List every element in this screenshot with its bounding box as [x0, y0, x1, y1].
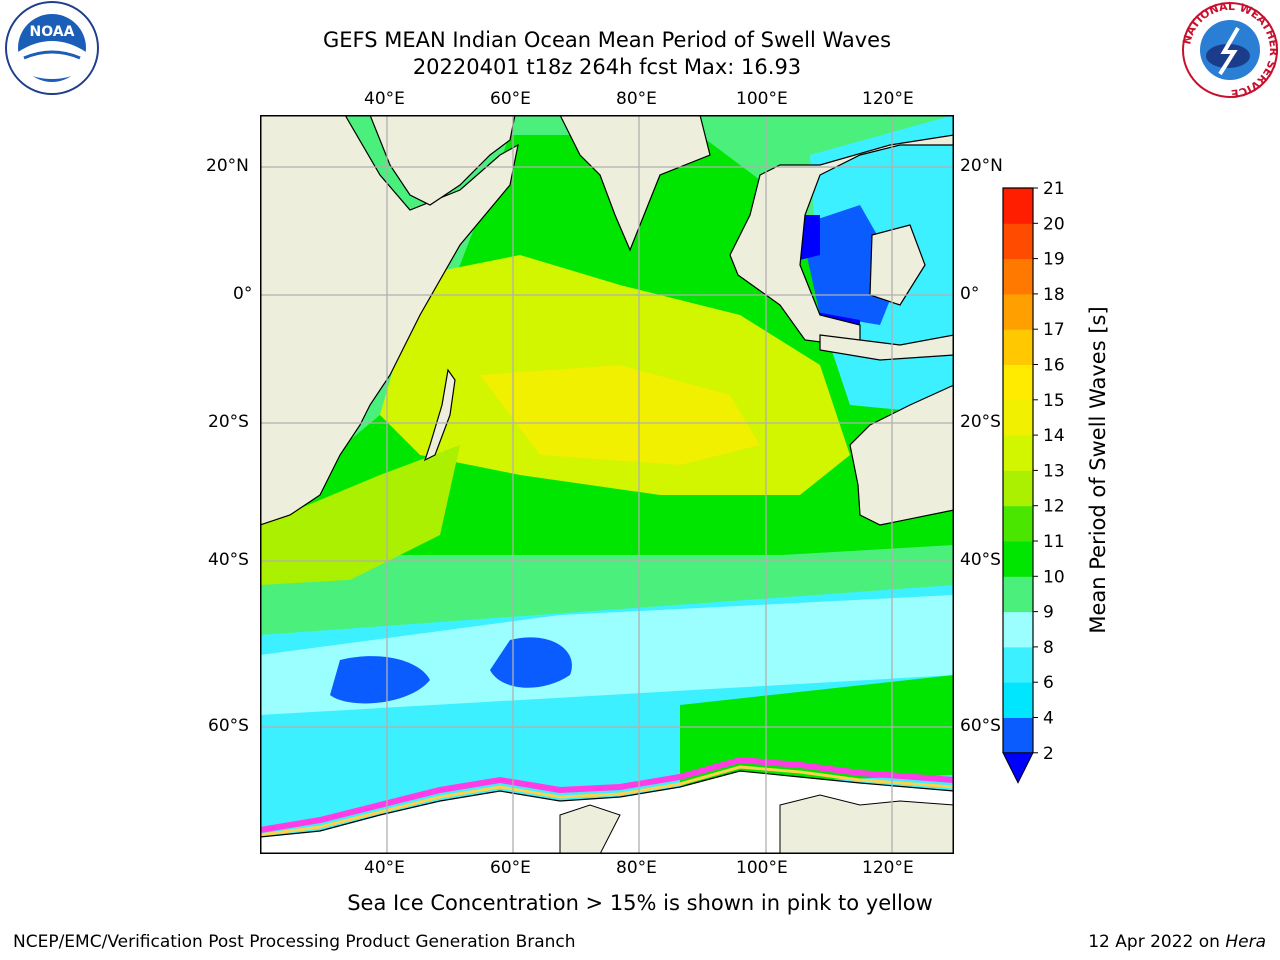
lat-label-left-20s: 20°S — [208, 412, 249, 432]
borneo-island — [869, 224, 926, 306]
colorbar-swatch — [1003, 435, 1033, 471]
lat-label-right-40s: 40°S — [960, 550, 1001, 570]
colorbar-tick-label: 12 — [1043, 497, 1065, 517]
lon-label-top-60e: 60°E — [490, 89, 531, 109]
colorbar-swatch — [1003, 188, 1033, 224]
colorbar-tick-label: 9 — [1043, 603, 1054, 623]
colorbar-tick-label: 17 — [1043, 320, 1065, 340]
colorbar-swatch — [1003, 682, 1033, 718]
antarctica-east-land — [779, 794, 954, 854]
colorbar-swatch — [1003, 293, 1033, 330]
sea-ice-edge — [260, 756, 954, 833]
colorbar-swatch — [1003, 611, 1033, 648]
lon-label-bottom-120e: 120°E — [862, 858, 914, 878]
australia-landmass — [849, 384, 954, 526]
colorbar-tick-label: 13 — [1043, 461, 1065, 481]
colorbar-tick-label: 20 — [1043, 214, 1065, 234]
colorbar-swatch — [1003, 399, 1033, 436]
madagascar — [423, 368, 456, 462]
colorbar-swatch — [1003, 329, 1033, 365]
footer-date: 12 Apr 2022 on Hera — [1088, 932, 1266, 952]
lat-label-left-40s: 40°S — [208, 550, 249, 570]
colorbar-swatch — [1003, 223, 1033, 260]
colorbar-tick-label: 11 — [1043, 532, 1065, 552]
chart-subtitle: 20220401 t18z 264h fcst Max: 16.93 — [412, 55, 802, 79]
colorbar-swatch — [1003, 576, 1033, 613]
colorbar-swatch — [1003, 470, 1033, 507]
colorbar-swatch — [1003, 717, 1033, 754]
lat-label-left-20n: 20°N — [206, 156, 249, 176]
lon-label-top-40e: 40°E — [364, 89, 405, 109]
swell-zone-yellowgreen-west — [260, 445, 460, 595]
sea-ice-inner — [260, 765, 954, 837]
lat-label-left-0: 0° — [233, 284, 253, 304]
colorbar-swatch — [1003, 505, 1033, 542]
swell-zone-green-far-south — [680, 675, 954, 785]
graticule — [260, 115, 954, 854]
colorbar-swatch — [1003, 646, 1033, 683]
colorbar-under-arrow — [1002, 752, 1034, 784]
lon-label-top-100e: 100°E — [736, 89, 788, 109]
colorbar-tick-label: 18 — [1043, 285, 1065, 305]
lon-label-bottom-40e: 40°E — [364, 858, 405, 878]
colorbar-tick-label: 15 — [1043, 391, 1065, 411]
colorbar: 2 4 6 8 9 10 11 12 13 14 15 16 17 18 19 20 21 — [1002, 180, 1065, 784]
colorbar-swatch — [1003, 364, 1033, 401]
lon-label-bottom-80e: 80°E — [616, 858, 657, 878]
swell-zone-lightcyan — [260, 595, 954, 715]
lon-label-bottom-60e: 60°E — [490, 858, 531, 878]
map-border — [260, 115, 954, 854]
lon-label-top-80e: 80°E — [616, 89, 657, 109]
lat-label-right-20s: 20°S — [960, 412, 1001, 432]
lon-label-bottom-100e: 100°E — [736, 858, 788, 878]
lon-label-top-120e: 120°E — [862, 89, 914, 109]
swell-zone-blue-south2 — [490, 637, 572, 688]
lat-label-right-0: 0° — [960, 284, 980, 304]
footer-host: Hera — [1225, 932, 1266, 952]
colorbar-tick-label: 4 — [1043, 709, 1054, 729]
colorbar-tick-label: 16 — [1043, 356, 1065, 376]
colorbar-tick-label: 6 — [1043, 673, 1054, 693]
noaa-logo-text: NOAA — [30, 24, 75, 40]
india-landmass — [559, 115, 711, 252]
footer-credit: NCEP/EMC/Verification Post Processing Pr… — [13, 932, 576, 952]
sea-ice-caption: Sea Ice Concentration > 15% is shown in … — [347, 891, 933, 915]
nws-logo: NATIONAL WEATHER SERVICE — [1180, 0, 1280, 100]
swell-zone-yellow-core — [480, 365, 760, 465]
chart-title: GEFS MEAN Indian Ocean Mean Period of Sw… — [322, 28, 892, 52]
colorbar-tick-label: 10 — [1043, 567, 1065, 587]
indonesia-islands — [819, 334, 954, 361]
lat-label-right-60s: 60°S — [960, 716, 1001, 736]
southeast-asia-landmass — [700, 115, 954, 348]
lat-label-right-20n: 20°N — [960, 156, 1003, 176]
antarctica-shelf — [559, 804, 621, 854]
swell-zone-blue-south — [330, 656, 430, 704]
colorbar-tick-label: 2 — [1043, 744, 1054, 764]
colorbar-tick-label: 8 — [1043, 638, 1054, 658]
colorbar-tick-label: 21 — [1043, 180, 1065, 199]
colorbar-swatch — [1003, 541, 1033, 577]
footer-date-text: 12 Apr 2022 on — [1088, 932, 1226, 952]
colorbar-label: Mean Period of Swell Waves [s] — [1086, 306, 1110, 634]
colorbar-tick-label: 14 — [1043, 426, 1065, 446]
map-frame — [260, 115, 954, 854]
colorbar-tick-label: 19 — [1043, 250, 1065, 270]
lat-label-left-60s: 60°S — [208, 716, 249, 736]
noaa-logo: NOAA — [0, 0, 105, 100]
colorbar-swatch — [1003, 258, 1033, 295]
